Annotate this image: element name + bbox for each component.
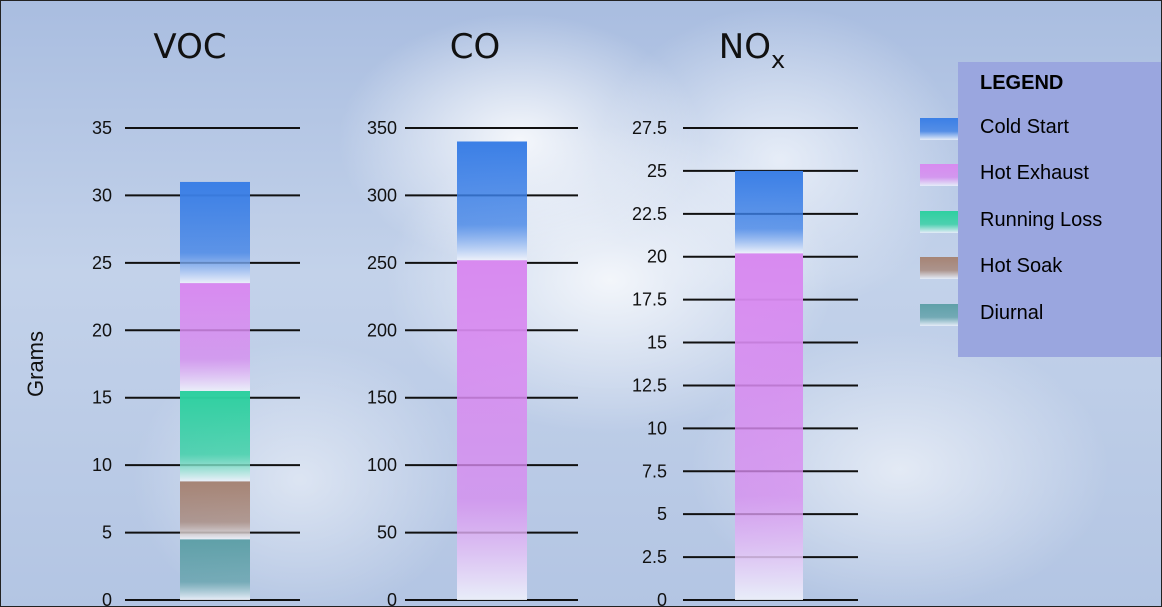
tick-label-co-250: 250 (367, 253, 397, 273)
legend-swatch-running-loss (920, 211, 958, 233)
bar-segment-voc-hot-exhaust (180, 283, 250, 391)
tick-label-nox-20: 20 (647, 247, 667, 267)
tick-label-nox-22-5: 22.5 (632, 204, 667, 224)
bar-segment-co-cold-start (457, 141, 527, 260)
tick-label-co-350: 350 (367, 118, 397, 138)
tick-label-co-100: 100 (367, 455, 397, 475)
tick-label-nox-15: 15 (647, 333, 667, 353)
tick-label-voc-20: 20 (92, 320, 112, 340)
panel-title-co: CO (450, 27, 501, 67)
tick-label-voc-10: 10 (92, 455, 112, 475)
legend-label-cold-start: Cold Start (980, 116, 1069, 139)
tick-label-co-50: 50 (377, 523, 397, 543)
tick-label-co-0: 0 (387, 590, 397, 607)
tick-label-voc-5: 5 (102, 523, 112, 543)
legend-label-diurnal: Diurnal (980, 302, 1043, 325)
tick-label-voc-0: 0 (102, 590, 112, 607)
bar-segment-voc-cold-start (180, 182, 250, 283)
panel-title-nox: NOx (719, 27, 785, 74)
bar-segment-nox-cold-start (735, 171, 803, 253)
tick-label-nox-17-5: 17.5 (632, 290, 667, 310)
bar-segment-voc-running-loss (180, 391, 250, 481)
panel-title-subscript-nox: x (771, 46, 785, 74)
tick-label-voc-35: 35 (92, 118, 112, 138)
bar-segment-nox-hot-exhaust (735, 253, 803, 600)
tick-label-nox-10: 10 (647, 418, 667, 438)
tick-label-co-150: 150 (367, 388, 397, 408)
legend-swatch-diurnal (920, 304, 958, 326)
bar-segment-voc-hot-soak (180, 481, 250, 539)
bar-segment-co-hot-exhaust (457, 260, 527, 600)
tick-label-nox-0: 0 (657, 590, 667, 607)
legend-label-hot-exhaust: Hot Exhaust (980, 162, 1089, 185)
tick-label-nox-12-5: 12.5 (632, 375, 667, 395)
legend-swatch-hot-soak (920, 257, 958, 279)
tick-label-nox-5: 5 (657, 504, 667, 524)
y-axis-label: Grams (23, 331, 48, 397)
tick-label-nox-25: 25 (647, 161, 667, 181)
tick-label-voc-15: 15 (92, 388, 112, 408)
legend-swatch-cold-start (920, 118, 958, 140)
bar-segment-voc-diurnal (180, 539, 250, 600)
tick-label-voc-25: 25 (92, 253, 112, 273)
tick-label-nox-27-5: 27.5 (632, 118, 667, 138)
legend-title: LEGEND (980, 72, 1063, 95)
panel-title-voc: VOC (153, 27, 226, 67)
tick-label-co-300: 300 (367, 185, 397, 205)
tick-label-nox-7-5: 7.5 (642, 461, 667, 481)
legend-label-running-loss: Running Loss (980, 209, 1102, 232)
legend-label-hot-soak: Hot Soak (980, 255, 1062, 278)
tick-label-co-200: 200 (367, 320, 397, 340)
tick-label-voc-30: 30 (92, 185, 112, 205)
tick-label-nox-2-5: 2.5 (642, 547, 667, 567)
legend-swatch-hot-exhaust (920, 164, 958, 186)
